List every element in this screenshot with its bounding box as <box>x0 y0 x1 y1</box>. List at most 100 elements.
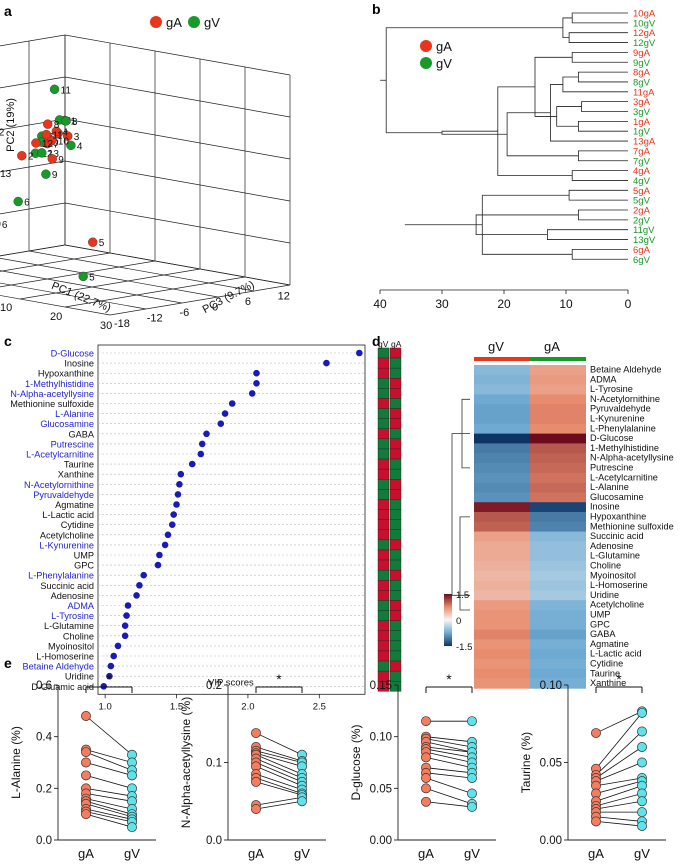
pair-tick-label: 0.1 <box>206 758 222 770</box>
heatmap-row-label: L-Kynurenine <box>590 414 645 424</box>
heatmap-cell-gV <box>474 482 530 493</box>
dendro-link <box>578 71 628 83</box>
pca-z-tick: 6 <box>245 296 251 308</box>
vip-label: Taurine <box>64 460 94 470</box>
heatmap-cell-gV <box>474 374 530 385</box>
heatmap-cell-gV <box>474 570 530 581</box>
dendro-leaf-label: 2gA <box>633 206 651 217</box>
vip-heat-gA <box>389 660 402 672</box>
pair-point-gV <box>297 796 307 807</box>
pair-significance: * <box>616 671 622 687</box>
heatmap-cell-gA <box>530 502 586 513</box>
dendro-leaf-label: 11gV <box>633 225 655 236</box>
pca-point-gA-label: 5 <box>99 238 105 249</box>
pair-point-gA <box>591 816 601 827</box>
heatmap-cell-gV <box>474 404 530 415</box>
vip-heat-gA <box>389 489 402 500</box>
pca-z-tick: 0 <box>212 302 218 314</box>
vip-label: Agmatine <box>55 500 94 510</box>
pair-line <box>85 808 133 820</box>
vip-heat-gA <box>389 509 402 520</box>
pca-grid-back-y <box>64 202 291 244</box>
pair-line <box>425 756 473 769</box>
heatmap-cell-gV <box>474 551 530 562</box>
heatmap-color-scale <box>444 594 452 646</box>
dendro-link <box>481 194 573 255</box>
pair-line <box>255 758 303 779</box>
pca-grid-floor-z <box>28 250 255 292</box>
pair-point-gV <box>637 821 647 832</box>
heatmap-col-gV: gV <box>488 339 504 354</box>
vip-heat-gV <box>377 418 390 429</box>
heatmap-row-label: L-Lactic acid <box>590 649 642 659</box>
vip-heat-gV <box>377 681 390 692</box>
dendro-leaf-label: 12gA <box>633 28 656 39</box>
pair-line <box>425 738 473 748</box>
pca-z-tick: -6 <box>179 307 189 319</box>
pca-grid-floor-x <box>64 276 246 308</box>
heatmap-cell-gV <box>474 580 530 591</box>
heatmap-row-label: Adenosine <box>590 541 633 551</box>
pca-grid-back-y <box>64 118 291 160</box>
heatmap-row-label: ADMA <box>590 374 617 384</box>
dendro-link <box>571 170 628 181</box>
pca-point-gV-8 <box>61 116 71 126</box>
pair-tick-label: 0.10 <box>370 732 392 744</box>
pair-tick-label: 0.10 <box>540 680 562 692</box>
vip-label: D-Gluamic acid <box>31 682 94 692</box>
heatmap-cell-gV <box>474 619 530 630</box>
dendro-link <box>568 32 628 43</box>
vip-heat-gV <box>377 367 390 379</box>
dendro-leaf-label: 12gV <box>633 38 656 49</box>
heatmap-cell-gA <box>530 472 586 483</box>
pair-line <box>85 715 133 756</box>
pair-point-gV <box>637 807 647 818</box>
pca-legend-label-gV: gV <box>204 15 220 30</box>
vip-heat-gA <box>389 610 402 621</box>
vip-heat-gA <box>389 479 402 490</box>
vip-dot <box>176 481 183 488</box>
pair-line <box>595 780 643 794</box>
vip-label: GABA <box>68 429 94 439</box>
heatmap-cell-gV <box>474 492 530 503</box>
vip-heat-gA <box>389 448 402 460</box>
heatmap-cell-gA <box>530 394 586 405</box>
vip-label: Putrescine <box>51 439 94 449</box>
pair-point-gA <box>81 809 91 820</box>
dendro-leaf-label: 10gA <box>633 9 656 20</box>
pair-point-gV <box>467 773 477 783</box>
dendro-leaf-label: 13gV <box>633 235 656 246</box>
vip-dot <box>253 380 260 387</box>
pca-point-gA-label: 13 <box>0 169 12 180</box>
pair-line <box>85 803 133 818</box>
vip-dot <box>156 551 163 559</box>
pca-grid-floor-z <box>0 282 147 310</box>
dendro-link <box>506 112 579 157</box>
pair-line <box>425 741 473 753</box>
vip-heat-gV <box>377 559 390 571</box>
vip-frame <box>97 344 366 695</box>
pca-point-gV-label: 11 <box>61 85 72 96</box>
heatmap-scale-tick: 1.5 <box>456 590 469 601</box>
heatmap-cell-gA <box>530 365 586 376</box>
pair-point-gV <box>467 716 477 727</box>
heatmap-cell-gV <box>474 423 530 434</box>
pca-point-gA-label: 11 <box>52 131 63 142</box>
heatmap-cell-gV <box>474 610 530 621</box>
dendro-leaf-label: 8gA <box>633 68 651 79</box>
dendro-leaf-label: 6gA <box>633 245 651 256</box>
pair-tick-label: 0.05 <box>370 783 392 795</box>
dendro-leaf-label: 5gV <box>633 196 651 207</box>
pca-point-gV-label: 8 <box>72 117 78 128</box>
pair-significance: * <box>446 671 452 687</box>
vip-heat-gA <box>389 630 402 642</box>
pair-line <box>85 762 133 776</box>
dendro-link <box>475 214 579 236</box>
pca-legend-label-gA: gA <box>166 15 182 30</box>
pair-line <box>255 777 303 794</box>
pair-line <box>255 754 303 775</box>
vip-heat-gV <box>377 448 390 460</box>
dendro-leaf-label: 3gA <box>633 97 651 108</box>
heatmap-cell-gA <box>530 541 586 552</box>
